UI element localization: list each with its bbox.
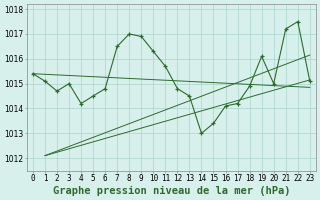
X-axis label: Graphe pression niveau de la mer (hPa): Graphe pression niveau de la mer (hPa) bbox=[52, 186, 290, 196]
